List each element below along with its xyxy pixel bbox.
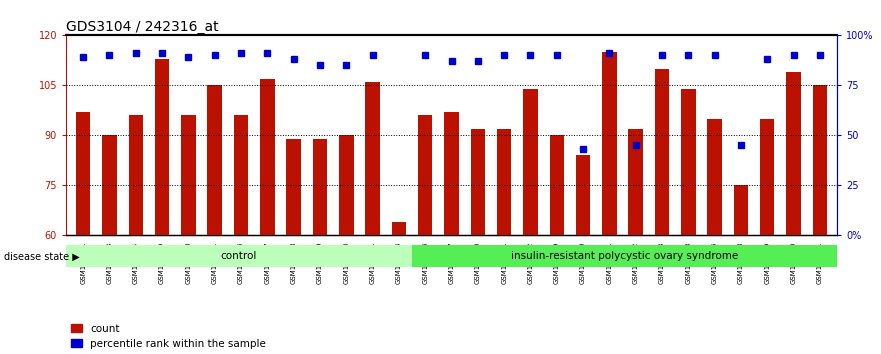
Bar [76,112,91,354]
Legend: count, percentile rank within the sample: count, percentile rank within the sample [71,324,266,349]
Bar [550,136,564,354]
Bar [181,115,196,354]
Bar [339,136,353,354]
Bar [155,59,169,354]
Bar [576,155,590,354]
Bar [313,139,327,354]
Bar [787,72,801,354]
Text: disease state ▶: disease state ▶ [4,252,79,262]
Bar [233,115,248,354]
Bar [392,222,406,354]
Text: insulin-resistant polycystic ovary syndrome: insulin-resistant polycystic ovary syndr… [511,251,738,261]
Bar [602,52,617,354]
Bar [444,112,459,354]
Bar [734,185,748,354]
Text: control: control [220,251,257,261]
FancyBboxPatch shape [66,245,411,267]
Bar [286,139,301,354]
Bar [655,69,670,354]
FancyBboxPatch shape [411,245,837,267]
Bar [628,129,643,354]
Bar [707,119,722,354]
Bar [366,82,380,354]
Bar [260,79,275,354]
Text: GDS3104 / 242316_at: GDS3104 / 242316_at [66,21,218,34]
Bar [102,136,116,354]
Bar [470,129,485,354]
Bar [129,115,143,354]
Bar [523,89,537,354]
Bar [681,89,695,354]
Bar [812,85,827,354]
Bar [208,85,222,354]
Bar [760,119,774,354]
Bar [418,115,433,354]
Bar [497,129,511,354]
